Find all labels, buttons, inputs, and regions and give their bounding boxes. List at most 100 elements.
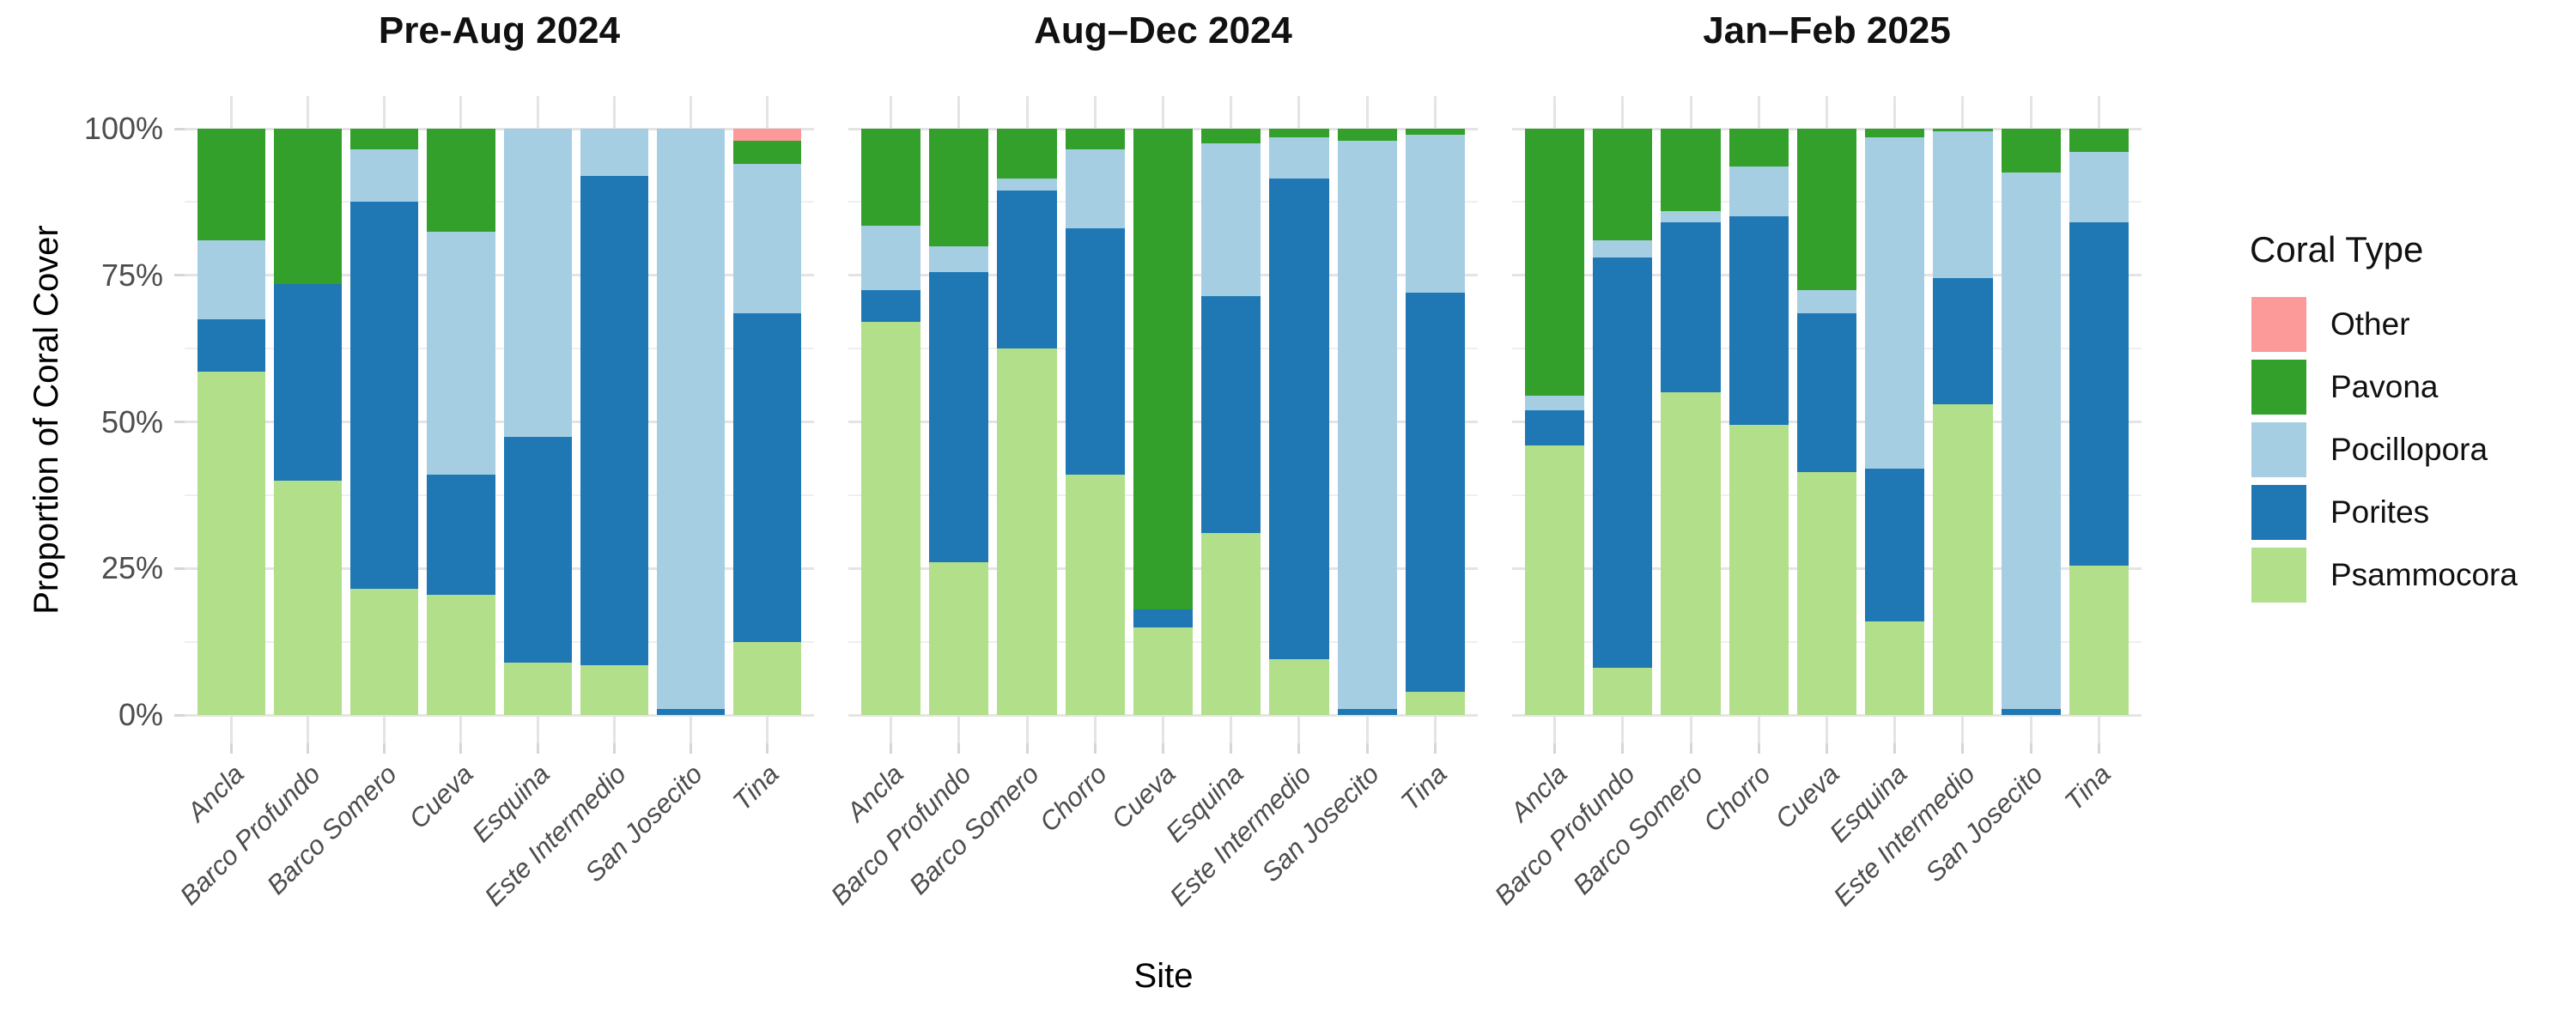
bar-segment-pocillopora: [1796, 289, 1857, 314]
x-tick-mark: [1433, 743, 1437, 754]
bar-segment-porites: [1728, 216, 1789, 425]
x-tick-mark: [383, 743, 386, 754]
y-tick-mark: [174, 713, 185, 717]
panel-title: Pre-Aug 2024: [378, 9, 621, 52]
grid-major-h: [185, 421, 814, 423]
legend-label: Pocillopora: [2330, 432, 2488, 467]
bar-segment-psammocora: [1405, 691, 1465, 715]
x-axis-title: Site: [1133, 957, 1194, 995]
bar-segment-psammocora: [1593, 668, 1653, 715]
bar-segment-pocillopora: [427, 231, 495, 475]
y-tick-mark: [174, 566, 185, 570]
bar-segment-psammocora: [1728, 424, 1789, 715]
bar-segment-psammocora: [997, 348, 1057, 715]
bar-segment-porites: [997, 190, 1057, 349]
legend-swatch-porites: [2251, 485, 2306, 540]
bar-segment-pocillopora: [2069, 152, 2129, 223]
x-tick-mark: [459, 743, 463, 754]
bar-segment-psammocora: [350, 589, 419, 715]
bar-segment-psammocora: [1661, 392, 1721, 715]
panel-title: Aug–Dec 2024: [1034, 9, 1292, 52]
y-tick-label: 25%: [100, 550, 163, 586]
y-tick-mark: [174, 421, 185, 423]
x-tick-mark: [2097, 743, 2100, 754]
bar-segment-pavona: [274, 129, 343, 284]
bar-segment-porites: [861, 289, 921, 323]
bar-segment-porites: [2069, 222, 2129, 566]
bar-segment-pocillopora: [1661, 210, 1721, 223]
bar-segment-pocillopora: [580, 129, 648, 176]
x-tick-mark: [2029, 743, 2032, 754]
bar-segment-pavona: [1865, 129, 1925, 138]
bar-segment-pocillopora: [197, 239, 266, 319]
x-tick-mark: [1230, 743, 1233, 754]
bar-segment-pavona: [997, 129, 1057, 179]
bar-segment-porites: [1405, 293, 1465, 692]
bar-segment-pocillopora: [1337, 140, 1397, 710]
bar-segment-pocillopora: [732, 163, 801, 314]
grid-minor-h: [185, 201, 814, 203]
grid-minor-h: [185, 348, 814, 350]
bar-segment-psammocora: [274, 480, 343, 715]
panel-title: Jan–Feb 2025: [1703, 9, 1951, 52]
bar-segment-pavona: [1661, 129, 1721, 211]
bar-segment-porites: [1525, 409, 1585, 445]
bar-segment-pavona: [197, 129, 266, 240]
bar-segment-pocillopora: [1593, 239, 1653, 258]
bar-segment-porites: [274, 283, 343, 481]
bar-segment-psammocora: [1201, 533, 1261, 715]
bar-segment-other: [732, 129, 801, 141]
x-tick-mark: [612, 743, 616, 754]
bar-segment-pavona: [1337, 129, 1397, 141]
bar-segment-porites: [1065, 228, 1125, 475]
x-tick-mark: [536, 743, 539, 754]
bar-segment-porites: [2001, 709, 2061, 715]
bar-segment-porites: [503, 436, 572, 663]
x-tick-mark: [1093, 743, 1097, 754]
x-tick-mark: [1961, 743, 1965, 754]
bar-segment-pocillopora: [997, 179, 1057, 191]
x-tick-mark: [1689, 743, 1692, 754]
bar-segment-pavona: [861, 129, 921, 226]
x-tick-mark: [1893, 743, 1897, 754]
bar-segment-pavona: [1405, 129, 1465, 135]
bar-segment-pavona: [929, 129, 989, 246]
bar-segment-pavona: [1728, 129, 1789, 167]
bar-segment-psammocora: [580, 664, 648, 715]
bar-segment-pavona: [1933, 129, 1993, 132]
bar-segment-porites: [1933, 278, 1993, 404]
x-tick-mark: [1826, 743, 1828, 754]
bar-segment-psammocora: [1269, 659, 1329, 715]
bar-segment-porites: [1337, 709, 1397, 715]
x-tick-mark: [1025, 743, 1029, 754]
legend-swatch-other: [2251, 297, 2306, 352]
grid-major-h: [185, 713, 814, 717]
bar-segment-pocillopora: [1865, 137, 1925, 470]
bar-segment-pocillopora: [1405, 134, 1465, 294]
x-tick-mark: [1297, 743, 1301, 754]
bar-segment-porites: [732, 313, 801, 642]
bar-segment-pavona: [1525, 129, 1585, 396]
bar-segment-pavona: [1133, 129, 1194, 610]
bar-segment-pavona: [732, 140, 801, 164]
legend-label: Other: [2330, 306, 2410, 342]
bar-segment-psammocora: [2069, 565, 2129, 715]
legend-swatch-pocillopora: [2251, 422, 2306, 477]
x-tick-mark: [890, 743, 893, 754]
bar-segment-porites: [1201, 295, 1261, 534]
bar-segment-pavona: [1269, 129, 1329, 138]
x-tick-mark: [1621, 743, 1625, 754]
legend-label: Psammocora: [2330, 557, 2518, 592]
bar-segment-pocillopora: [1269, 137, 1329, 179]
legend-label: Pavona: [2330, 369, 2439, 404]
bar-segment-porites: [197, 318, 266, 373]
bar-segment-porites: [656, 709, 725, 715]
bar-segment-porites: [1269, 179, 1329, 660]
y-tick-mark: [174, 274, 185, 277]
x-tick-mark: [1757, 743, 1760, 754]
bar-segment-psammocora: [503, 662, 572, 715]
bar-segment-psammocora: [427, 594, 495, 715]
bar-segment-pocillopora: [656, 129, 725, 710]
y-tick-label: 0%: [118, 697, 163, 732]
bar-segment-pavona: [2069, 129, 2129, 153]
